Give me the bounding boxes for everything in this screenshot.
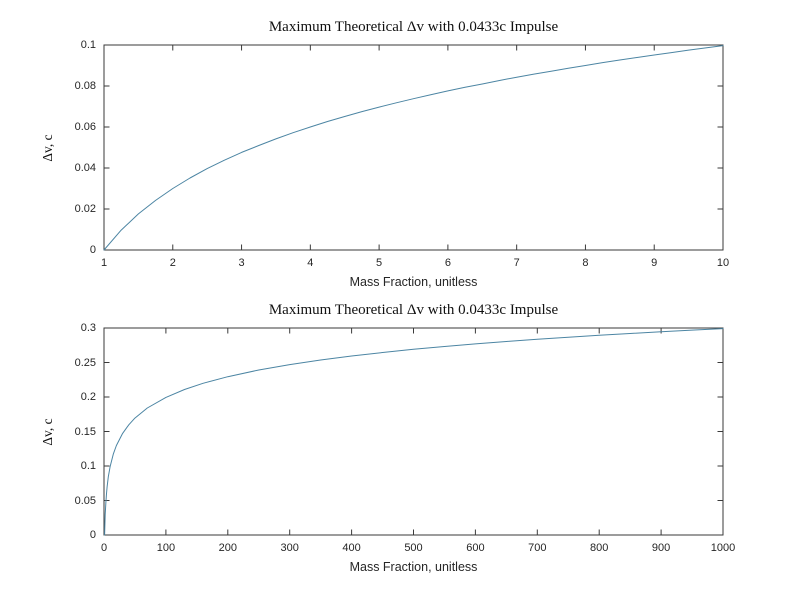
y-tick-label: 0.1 [80, 460, 96, 472]
y-tick-label: 0.3 [80, 322, 96, 334]
x-tick-label: 10 [716, 257, 730, 269]
plot-area [103, 44, 724, 251]
x-tick-label: 800 [590, 542, 609, 554]
chart-title: Maximum Theoretical Δv with 0.0433c Impu… [268, 302, 559, 318]
y-tick-label: 0 [89, 244, 96, 256]
series-line [103, 45, 724, 251]
y-tick-label: 0.2 [80, 391, 96, 403]
x-tick-label: 1000 [710, 542, 736, 554]
x-tick-label: 3 [238, 257, 245, 269]
y-tick-label: 0.04 [74, 162, 96, 174]
x-tick-label: 5 [376, 257, 383, 269]
plot-box [103, 44, 724, 251]
x-tick-label: 7 [513, 257, 520, 269]
x-axis-label: Mass Fraction, unitless [349, 275, 478, 289]
x-tick-label: 9 [651, 257, 658, 269]
y-tick-label: 0.15 [74, 425, 96, 438]
x-tick-label: 2 [169, 257, 176, 269]
x-tick-label: 900 [651, 542, 671, 554]
y-tick-label: 0.08 [74, 80, 96, 92]
x-axis-label: Mass Fraction, unitless [349, 560, 478, 574]
x-tick-label: 400 [342, 542, 361, 554]
x-tick-label: 100 [156, 542, 176, 554]
y-tick-label: 0.02 [74, 203, 96, 215]
x-tick-label: 300 [280, 542, 299, 554]
y-tick-label: 0.25 [74, 356, 96, 369]
y-tick-label: 0.06 [74, 121, 96, 133]
chart-title: Maximum Theoretical Δv with 0.0433c Impu… [268, 19, 559, 35]
x-tick-label: 200 [218, 542, 237, 554]
series-line [104, 328, 724, 536]
y-tick-label: 0 [89, 529, 96, 541]
x-tick-label: 1 [100, 257, 108, 269]
x-tick-label: 600 [466, 542, 485, 554]
subplot-bottom: Maximum Theoretical Δv with 0.0433c Impu… [0, 300, 800, 600]
subplot-top: Maximum Theoretical Δv with 0.0433c Impu… [40, 19, 730, 289]
x-tick-label: 6 [444, 257, 451, 269]
x-tick-label: 700 [528, 542, 547, 554]
x-tick-label: 0 [100, 542, 108, 554]
x-tick-label: 8 [582, 257, 589, 269]
plot-area [103, 327, 724, 536]
plot-box [103, 327, 724, 536]
y-tick-label: 0.1 [80, 39, 96, 51]
x-tick-label: 500 [404, 542, 423, 554]
y-tick-label: 0.05 [74, 494, 96, 507]
x-tick-label: 4 [307, 257, 314, 269]
